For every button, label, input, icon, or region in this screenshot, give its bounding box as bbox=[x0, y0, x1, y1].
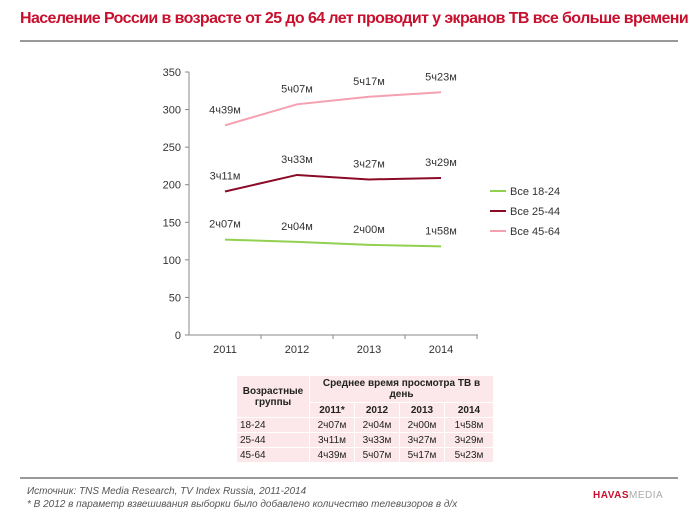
table-cell: 3ч11м bbox=[309, 432, 355, 448]
y-tick-label: 350 bbox=[163, 67, 181, 79]
data-label: 3ч11м bbox=[210, 170, 241, 182]
data-label: 1ч58м bbox=[425, 225, 457, 237]
table-year: 2012 bbox=[354, 402, 400, 418]
header-divider bbox=[20, 40, 678, 42]
table-cell: 25-44 bbox=[236, 432, 310, 448]
table-cell: 5ч07м bbox=[354, 447, 400, 463]
data-label: 2ч04м bbox=[281, 221, 313, 233]
data-table: Возрастные группы Среднее время просмотр… bbox=[236, 375, 494, 463]
y-tick-label: 200 bbox=[163, 180, 181, 192]
table-row: 45-64 4ч39м 5ч07м 5ч17м 5ч23м bbox=[236, 447, 494, 463]
y-tick-label: 0 bbox=[175, 330, 181, 342]
table-header-avg-time: Среднее время просмотра ТВ в день bbox=[309, 375, 494, 403]
table-cell: 2ч00м bbox=[399, 417, 445, 433]
table-header-groups: Возрастные группы bbox=[236, 375, 310, 418]
x-tick-label: 2013 bbox=[357, 344, 381, 356]
series-line-Все 25-44 bbox=[224, 173, 442, 193]
x-tick-label: 2012 bbox=[285, 344, 309, 356]
x-tick-label: 2014 bbox=[429, 344, 453, 356]
table-cell: 2ч07м bbox=[309, 417, 355, 433]
havas-media-logo: HAVASMEDIA bbox=[593, 490, 664, 501]
data-label: 5ч07м bbox=[281, 83, 313, 95]
series-line-Все 45-64 bbox=[224, 91, 442, 127]
table-year: 2014 bbox=[444, 402, 494, 418]
table-cell: 5ч23м bbox=[444, 447, 494, 463]
y-tick-label: 50 bbox=[169, 292, 181, 304]
y-tick-label: 150 bbox=[163, 217, 181, 229]
data-label: 2ч00м bbox=[353, 224, 385, 236]
data-label: 3ч33м bbox=[281, 154, 313, 166]
table-cell: 3ч27м bbox=[399, 432, 445, 448]
table-cell: 1ч58м bbox=[444, 417, 494, 433]
y-tick-label: 100 bbox=[163, 255, 181, 267]
table-cell: 45-64 bbox=[236, 447, 310, 463]
series-line-Все 18-24 bbox=[224, 238, 442, 248]
line-chart: 0 50 100 150 200 250 300 350 2011 2012 2013 2014 2ч0… bbox=[163, 67, 561, 356]
footer-divider bbox=[20, 477, 678, 479]
table-cell: 2ч04м bbox=[354, 417, 400, 433]
table-row: 18-24 2ч07м 2ч04м 2ч00м 1ч58м bbox=[236, 417, 494, 433]
data-label: 3ч27м bbox=[353, 158, 385, 170]
page-title: Население России в возрасте от 25 до 64 … bbox=[20, 10, 689, 27]
data-label: 2ч07м bbox=[209, 219, 241, 231]
table-cell: 3ч33м bbox=[354, 432, 400, 448]
y-tick-label: 300 bbox=[163, 105, 181, 117]
y-tick-label: 250 bbox=[163, 142, 181, 154]
source-note: Источник: TNS Media Research, TV Index R… bbox=[27, 486, 307, 497]
footnote: * В 2012 в параметр взвешивания выборки … bbox=[27, 499, 458, 510]
x-tick-label: 2011 bbox=[213, 344, 237, 356]
legend-label: Все 45-64 bbox=[510, 226, 560, 238]
table-row: 25-44 3ч11м 3ч33м 3ч27м 3ч29м bbox=[236, 432, 494, 448]
data-label: 3ч29м bbox=[425, 157, 457, 169]
table-cell: 5ч17м bbox=[399, 447, 445, 463]
table-cell: 4ч39м bbox=[309, 447, 355, 463]
table-cell: 18-24 bbox=[236, 417, 310, 433]
legend-label: Все 25-44 bbox=[510, 206, 560, 218]
data-label: 4ч39м bbox=[209, 104, 241, 116]
legend-label: Все 18-24 bbox=[510, 186, 560, 198]
table-year: 2013 bbox=[399, 402, 445, 418]
data-label: 5ч17м bbox=[353, 76, 385, 88]
table-cell: 3ч29м bbox=[444, 432, 494, 448]
data-label: 5ч23м bbox=[425, 71, 457, 83]
table-year: 2011* bbox=[309, 402, 355, 418]
